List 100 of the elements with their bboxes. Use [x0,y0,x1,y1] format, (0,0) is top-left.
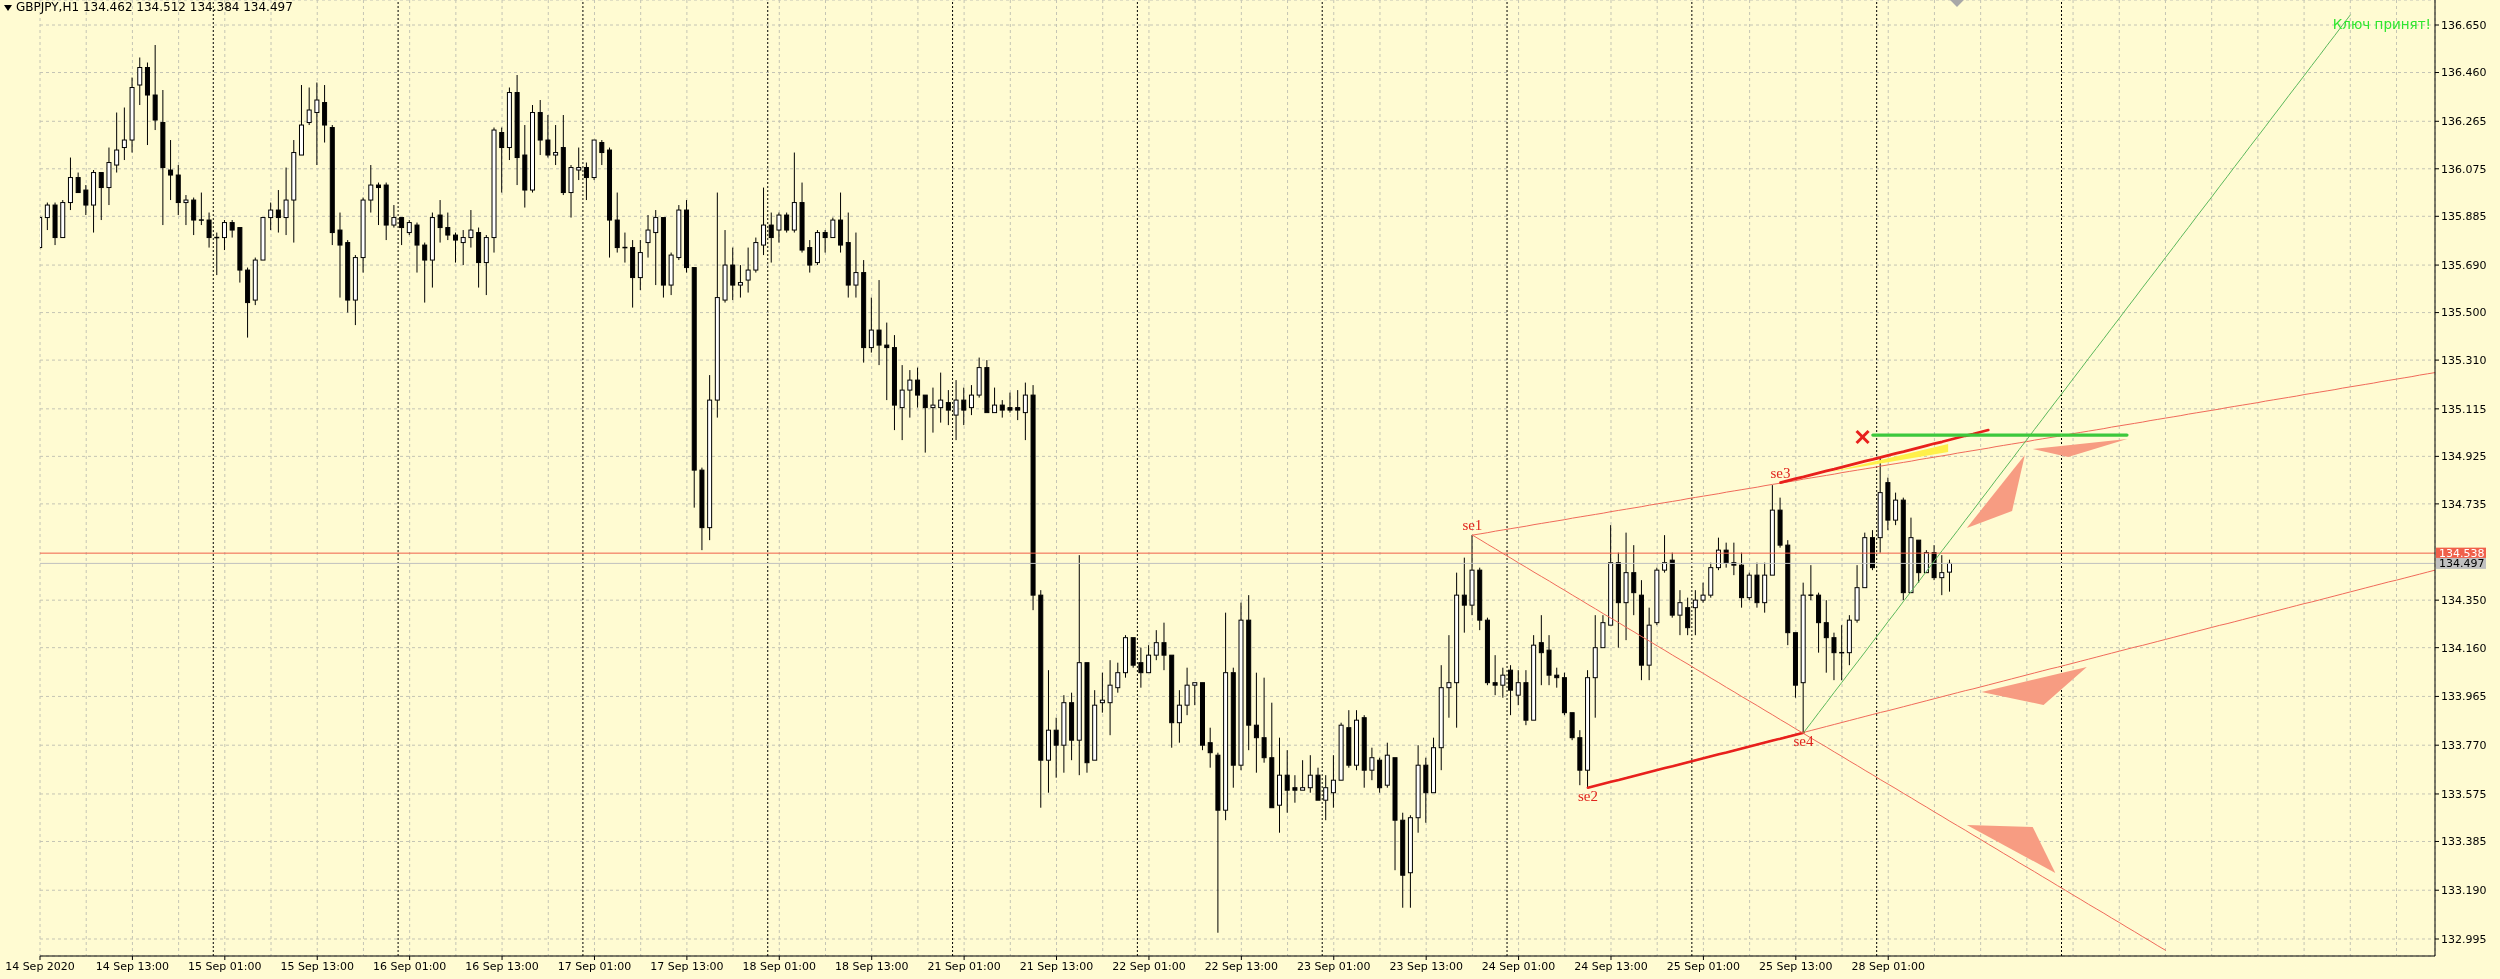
candlestick [845,212,851,299]
candlestick [1038,589,1044,809]
candlestick [522,124,528,209]
candlestick [291,139,297,244]
candlestick [938,372,944,424]
ref-line-label: 134.497 [2439,556,2485,570]
candlestick [1638,579,1644,681]
candlestick [1646,607,1652,681]
y-tick-label: 134.735 [2441,497,2487,511]
candlestick [1777,497,1783,549]
y-tick-label: 136.075 [2441,162,2487,176]
candlestick [160,89,166,226]
candlestick [714,192,720,419]
x-tick-label: 18 Sep 13:00 [834,960,909,974]
y-tick-label: 134.925 [2441,450,2487,464]
candlestick [1523,669,1529,726]
candlestick [853,232,859,299]
candlestick [1492,654,1498,696]
candlestick [737,264,743,299]
x-tick-label: 15 Sep 01:00 [188,960,262,974]
annotation: se1 [1462,517,1483,534]
x-tick-label: 24 Sep 01:00 [1481,960,1556,974]
candlestick [1253,672,1259,774]
candlestick [1808,564,1814,601]
candlestick [129,77,135,154]
y-tick-label: 133.190 [2441,884,2487,898]
candlestick [645,214,651,259]
candlestick [1069,692,1075,761]
candlestick [152,44,158,131]
candlestick [899,364,905,441]
x-tick-label: 22 Sep 13:00 [1204,960,1279,974]
candlestick [1454,572,1460,729]
candlestick [1700,582,1706,604]
y-tick-label: 135.885 [2441,210,2487,224]
candlestick [537,99,543,156]
candlestick [1538,614,1544,686]
x-tick-label: 14 Sep 2020 [5,960,75,974]
x-tick-label: 22 Sep 01:00 [1112,960,1186,974]
candlestick [1307,754,1313,794]
candlestick [1854,564,1860,624]
x-tick-label: 18 Sep 01:00 [742,960,817,974]
x-tick-label: 28 Sep 01:00 [1851,960,1925,974]
candlestick [553,124,559,166]
y-tick-label: 136.650 [2441,18,2487,32]
candlestick [1592,614,1598,719]
candlestick [275,189,281,234]
candlestick [1800,582,1806,734]
x-tick-label: 21 Sep 13:00 [1019,960,1094,974]
candlestick [1045,669,1051,794]
candlestick [437,199,443,244]
candlestick [1885,477,1891,531]
candlestick [1461,557,1467,634]
candlestick [137,57,143,106]
candlestick [168,139,174,201]
candlestick [1277,737,1282,834]
candlestick [1061,694,1067,774]
candlestick [868,297,874,354]
y-tick-label: 134.160 [2441,641,2487,655]
candlestick [614,192,620,254]
y-tick-label: 133.770 [2441,739,2487,753]
candlestick [121,107,127,161]
ref-line-label: 134.538 [2439,546,2485,560]
annotation: se3 [1770,464,1791,481]
y-tick-label: 133.385 [2441,835,2487,849]
candlestick [175,164,181,216]
candlestick [1176,689,1182,744]
candlestick [1053,717,1059,779]
candlestick [1823,599,1829,674]
candlestick [1223,612,1229,821]
candlestick [1076,554,1082,776]
candlestick [568,164,574,219]
candlestick [1292,774,1298,804]
candlestick [1623,532,1629,641]
y-tick-label: 136.460 [2441,66,2487,80]
candlestick [283,167,289,236]
annotation: se2 [1577,788,1598,805]
candlestick [1107,659,1113,736]
candlestick [1446,634,1452,719]
candlestick [1030,384,1036,611]
x-tick-label: 17 Sep 01:00 [557,960,632,974]
candlestick [1207,727,1213,769]
candlestick [799,182,805,254]
candlestick [861,259,867,364]
y-tick-label: 134.350 [2441,594,2487,608]
candlestick [183,194,189,226]
x-tick-label: 25 Sep 01:00 [1666,960,1741,974]
candlestick [907,369,913,419]
x-tick-label: 25 Sep 13:00 [1759,960,1833,974]
annotation: Ключ принят! [2332,16,2431,32]
candlestick [322,84,328,144]
candlestick [106,147,112,206]
candlestick [637,239,643,291]
x-tick-label: 24 Sep 13:00 [1574,960,1648,974]
candlestick [314,82,320,166]
candlestick [1261,677,1267,764]
annotation: se4 [1793,733,1815,750]
chart-title: GBPJPY,H1 134.462 134.512 134.384 134.497 [16,0,293,14]
candlestick [722,229,728,304]
x-tick-label: 21 Sep 01:00 [927,960,1001,974]
y-tick-label: 135.500 [2441,306,2487,320]
